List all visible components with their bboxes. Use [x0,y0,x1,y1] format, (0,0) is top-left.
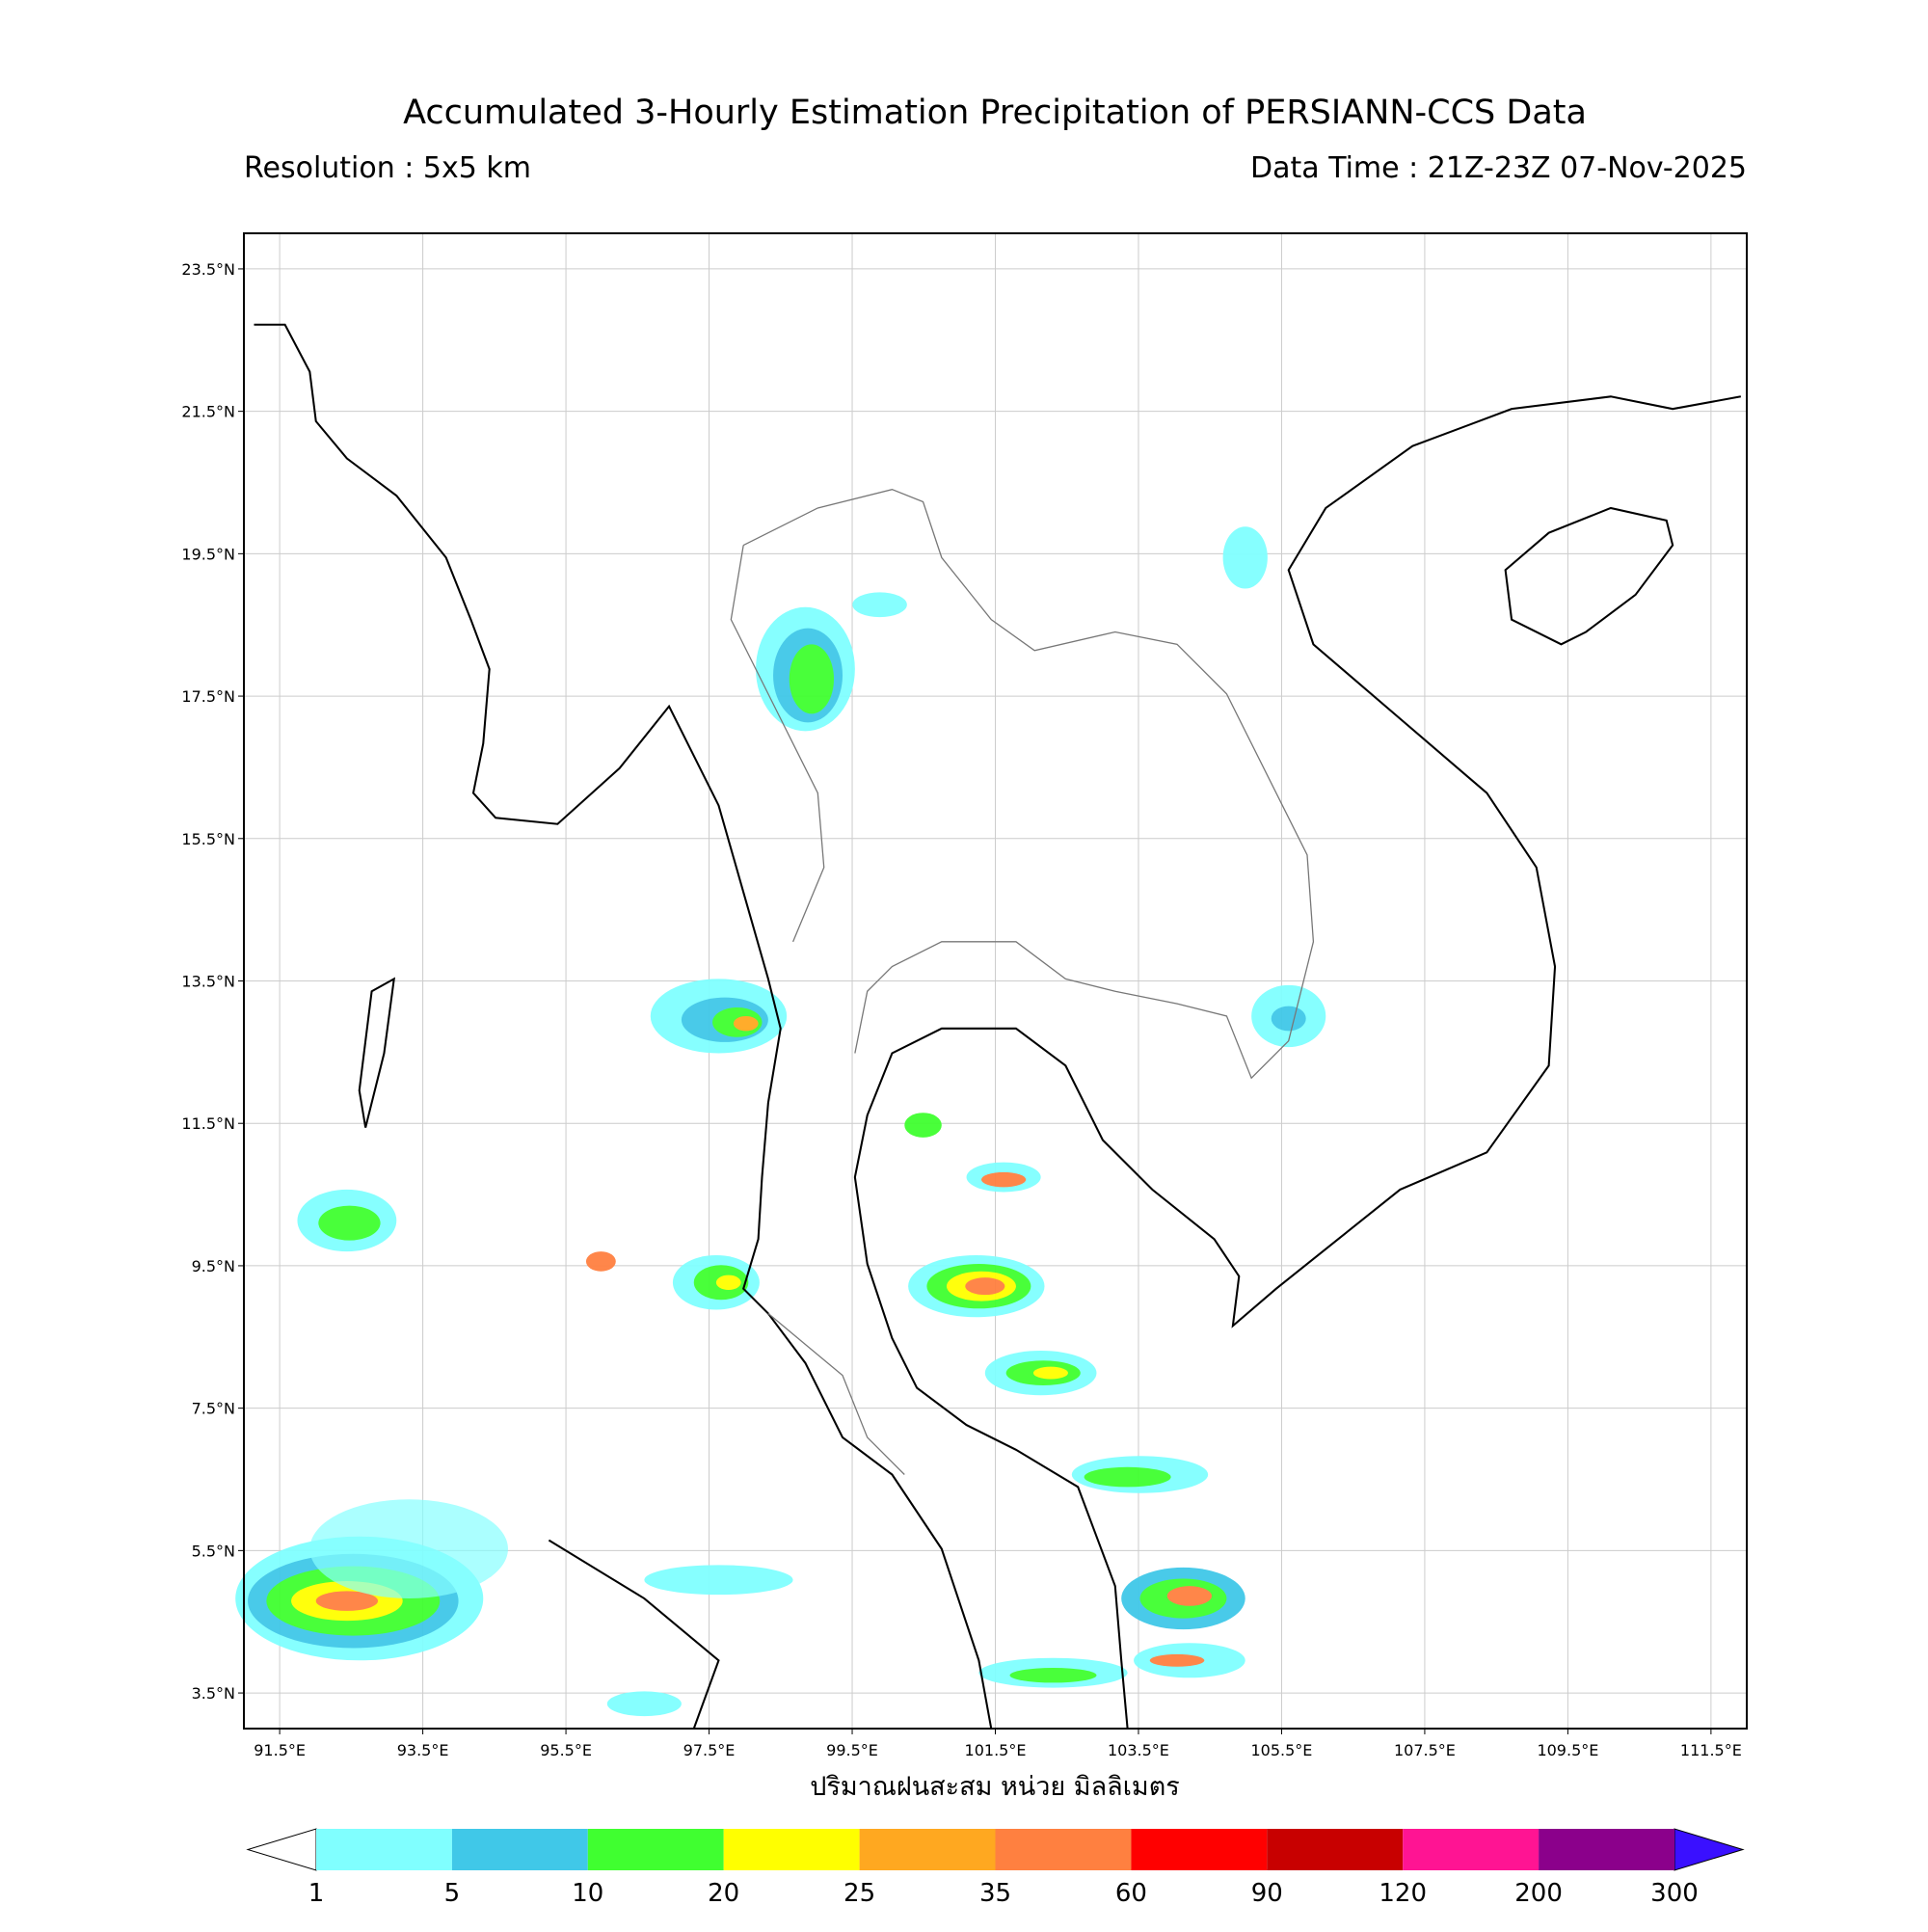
lat-tick-label: 17.5°N [181,687,235,706]
lat-tick-label: 3.5°N [192,1684,235,1703]
resolution: Resolution : 5x5 km [244,151,531,185]
colorbar-segment [723,1829,860,1870]
colorbar-segment [1403,1829,1540,1870]
lon-tick-label: 111.5°E [1680,1741,1742,1759]
lat-tick-label: 21.5°N [181,403,235,421]
colorbar-tick-label: 5 [444,1879,461,1908]
lon-tick-label: 95.5°E [540,1741,592,1759]
title: Accumulated 3-Hourly Estimation Precipit… [403,94,1587,132]
map-frame [243,232,1748,1730]
lon-tick-label: 101.5°E [965,1741,1027,1759]
colorbar-segment [1267,1829,1404,1870]
colorbar-over [1674,1828,1745,1871]
rain-areas [235,526,1326,1717]
colorbar-under [246,1828,317,1871]
colorbar-tick-label: 120 [1379,1879,1427,1908]
map-grid [238,233,1747,1734]
colorbar-segment [316,1829,452,1870]
lat-tick-label: 13.5°N [181,973,235,991]
colorbar-segment [1539,1829,1674,1870]
colorbar-tick-label: 300 [1650,1879,1699,1908]
lat-tick-label: 23.5°N [181,260,235,279]
lat-tick-label: 5.5°N [192,1542,235,1560]
lat-tick-label: 9.5°N [192,1257,235,1275]
lat-tick-label: 7.5°N [192,1400,235,1418]
lon-tick-label: 105.5°E [1250,1741,1312,1759]
map-layers [235,323,1742,1730]
lon-tick-label: 107.5°E [1394,1741,1456,1759]
data-time: Data Time : 21Z-23Z 07-Nov-2025 [1250,151,1747,185]
lat-tick-label: 11.5°N [181,1114,235,1133]
colorbar-tick-label: 35 [979,1879,1011,1908]
colorbar-segment [995,1829,1132,1870]
lon-tick-label: 91.5°E [254,1741,306,1759]
colorbar-tick-label: 25 [844,1879,875,1908]
lat-tick-label: 19.5°N [181,545,235,563]
colorbar-tick-label: 10 [572,1879,603,1908]
lon-tick-label: 93.5°E [397,1741,449,1759]
lon-tick-label: 99.5°E [826,1741,878,1759]
colorbar-segment [587,1829,724,1870]
colorbar-tick-label: 90 [1251,1879,1283,1908]
colorbar: 1 5 10 20 25 35 60 90 120 200 300 [246,1828,1745,1908]
colorbar-segment [451,1829,588,1870]
colorbar-segment [1131,1829,1268,1870]
colorbar-tick-label: 20 [708,1879,739,1908]
colorbar-tick-label: 1 [308,1879,325,1908]
lon-tick-label: 97.5°E [683,1741,736,1759]
lat-tick-label: 15.5°N [181,830,235,848]
colorbar-tick-label: 200 [1514,1879,1563,1908]
axis-label: ปริมาณฝนสะสม หน่วย มิลลิเมตร [810,1772,1180,1802]
lon-tick-label: 103.5°E [1108,1741,1169,1759]
lon-tick-label: 109.5°E [1537,1741,1598,1759]
colorbar-segment [859,1829,996,1870]
colorbar-tick-label: 60 [1115,1879,1147,1908]
